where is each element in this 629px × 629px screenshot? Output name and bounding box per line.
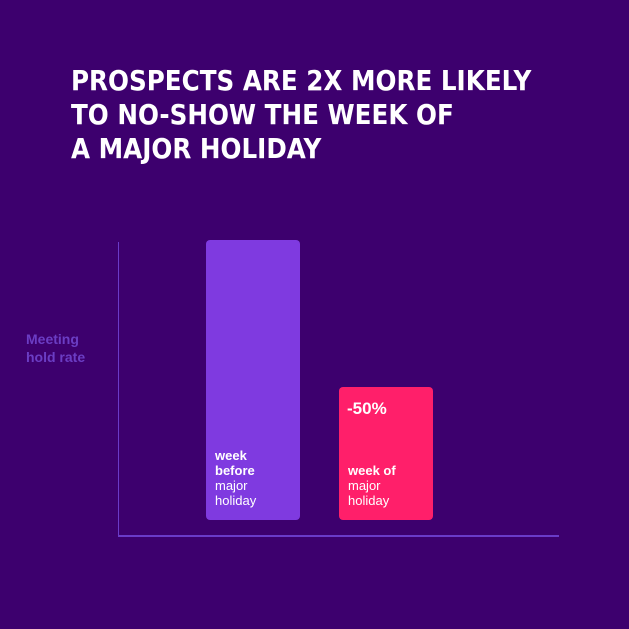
- bar-label: week of major holiday: [348, 463, 396, 508]
- y-axis-label: Meeting hold rate: [26, 331, 86, 365]
- bar-label: week before major holiday: [215, 448, 257, 508]
- bar-value-label: -50%: [347, 399, 387, 418]
- x-axis-line: [118, 535, 559, 537]
- title-line-2: to no-show the week of: [71, 98, 454, 131]
- title-line-3: a major holiday: [71, 132, 322, 165]
- bar-week-before: week before major holiday: [206, 240, 300, 520]
- bar-week-of: -50% week of major holiday: [339, 387, 433, 520]
- chart-title: Prospects are 2x more likely to no-show …: [71, 64, 531, 166]
- y-axis-line: [118, 242, 119, 536]
- title-line-1: Prospects are 2x more likely: [71, 64, 532, 97]
